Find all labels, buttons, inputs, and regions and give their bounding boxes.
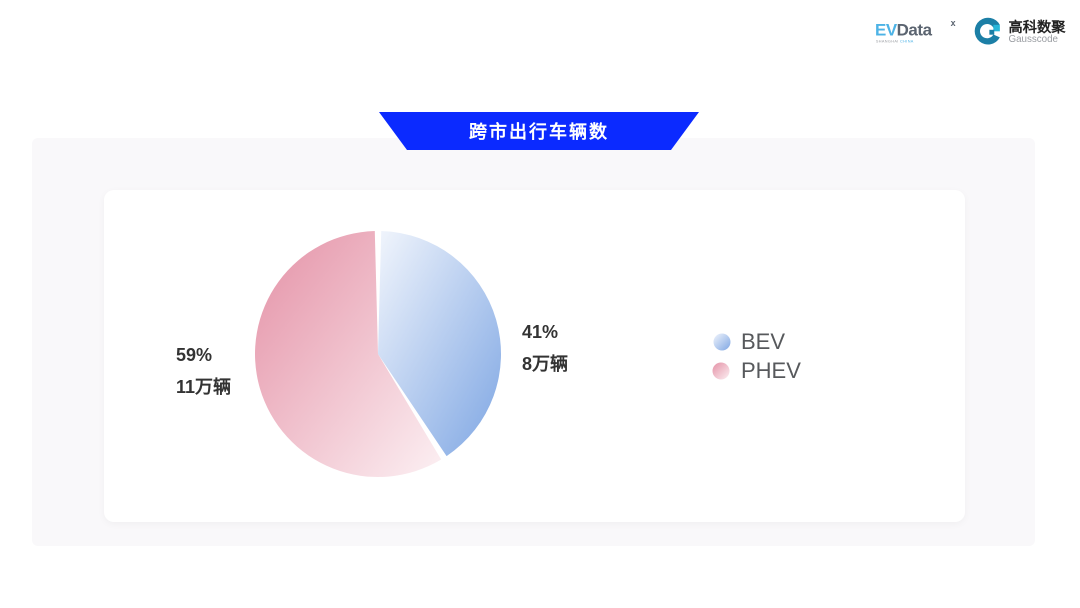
svg-text:EVData: EVData <box>875 21 933 40</box>
svg-text:11万辆: 11万辆 <box>176 376 231 397</box>
svg-text:Gausscode: Gausscode <box>1009 34 1058 45</box>
svg-text:8万辆: 8万辆 <box>522 353 568 374</box>
svg-text:59%: 59% <box>176 345 212 365</box>
svg-text:SHANGHAI CHINA: SHANGHAI CHINA <box>876 40 914 44</box>
svg-text:41%: 41% <box>522 322 558 342</box>
svg-text:x: x <box>951 18 956 28</box>
svg-text:BEV: BEV <box>741 329 785 354</box>
svg-text:PHEV: PHEV <box>741 358 801 383</box>
